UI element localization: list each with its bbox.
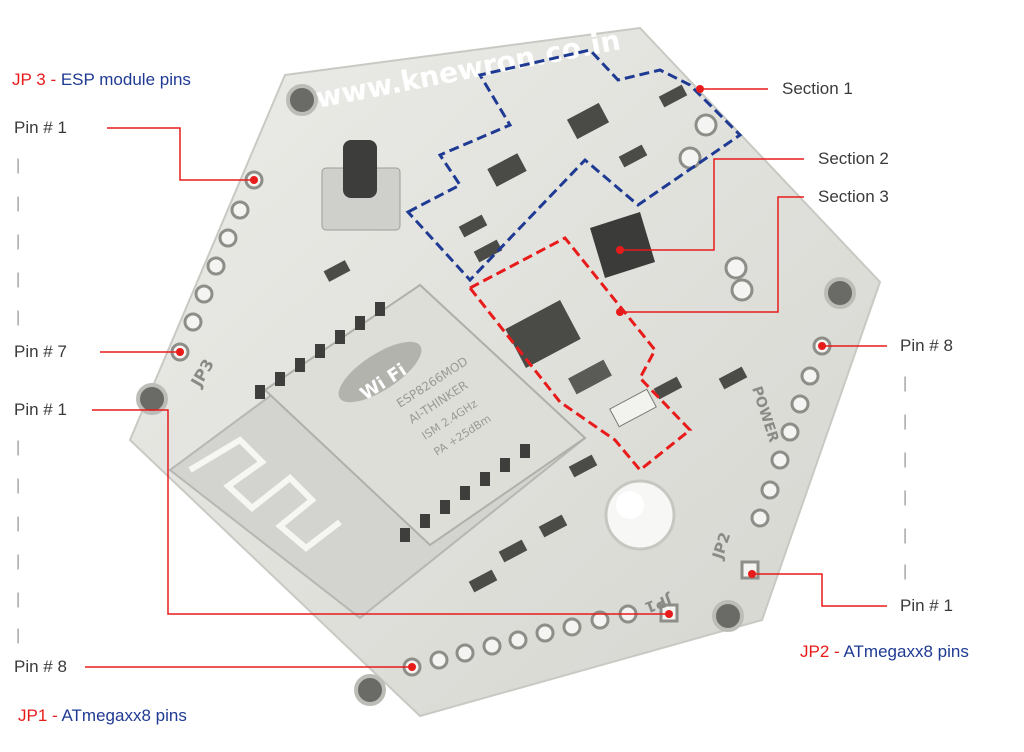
jp1-sep: - [47, 706, 62, 725]
jp2-pin8-label: Pin # 8 [900, 336, 953, 355]
section2-label: Section 2 [818, 149, 889, 168]
right-pads [678, 113, 754, 302]
mounting-holes [136, 84, 856, 706]
callout-lines [85, 88, 887, 668]
jp3-header [170, 170, 264, 362]
jp2-desc: ATmegaxx8 pins [843, 642, 969, 661]
jp1-code: JP1 [18, 706, 48, 725]
section3-label: Section 3 [818, 187, 889, 206]
jp1-pin1-label: Pin # 1 [14, 400, 67, 419]
section1-label: Section 1 [782, 79, 853, 98]
jp1-pin8-label: Pin # 8 [14, 657, 67, 676]
push-button [321, 140, 401, 231]
section3-outline [467, 236, 693, 473]
smd-components [323, 84, 748, 593]
jp2-code: JP2 [800, 642, 830, 661]
section1-outline [405, 48, 743, 283]
jp3-desc: ESP module pins [60, 70, 191, 89]
jp3-pin1-label: Pin # 1 [14, 118, 67, 137]
jp1-title: JP1 - ATmegaxx8 pins [18, 706, 187, 726]
jp3-title: JP 3 - ESP module pins [12, 70, 191, 90]
callout-dots [176, 85, 826, 671]
jp2-sep: - [829, 642, 844, 661]
jp3-pin7-label: Pin # 7 [14, 342, 67, 361]
jp3-code: JP 3 [12, 70, 46, 89]
esp-module: Wi Fi ESP8266MOD AI-THINKER ISM 2.4GHz P… [168, 283, 587, 620]
jp3-sep: - [45, 70, 61, 89]
module-pads [255, 302, 530, 542]
jp2-pin1-label: Pin # 1 [900, 596, 953, 615]
jp1-desc: ATmegaxx8 pins [61, 706, 187, 725]
led [604, 479, 676, 551]
jp2-title: JP2 - ATmegaxx8 pins [800, 642, 969, 662]
